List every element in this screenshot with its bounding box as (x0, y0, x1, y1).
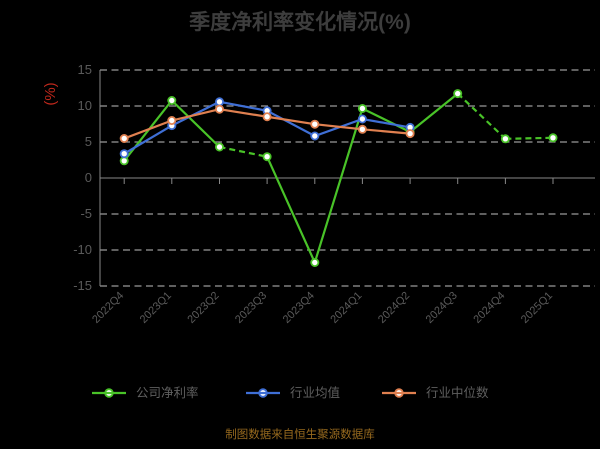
svg-text:公司净利率: 公司净利率 (136, 385, 199, 400)
svg-text:-10: -10 (73, 242, 92, 257)
svg-text:2023Q2: 2023Q2 (185, 290, 221, 326)
svg-text:2024Q1: 2024Q1 (328, 290, 364, 326)
svg-text:2024Q2: 2024Q2 (376, 290, 412, 326)
svg-text:-15: -15 (73, 278, 92, 293)
svg-text:-5: -5 (80, 206, 92, 221)
svg-text:2023Q4: 2023Q4 (281, 290, 317, 326)
svg-text:2024Q3: 2024Q3 (424, 290, 460, 326)
svg-text:制图数据来自恒生聚源数据库: 制图数据来自恒生聚源数据库 (225, 427, 375, 441)
svg-text:行业中位数: 行业中位数 (426, 385, 489, 400)
svg-text:行业均值: 行业均值 (290, 385, 340, 400)
svg-text:0: 0 (85, 170, 92, 185)
svg-text:2024Q4: 2024Q4 (471, 290, 507, 326)
svg-text:5: 5 (85, 134, 92, 149)
svg-text:2025Q1: 2025Q1 (519, 290, 555, 326)
svg-text:15: 15 (78, 62, 92, 77)
svg-text:2023Q1: 2023Q1 (138, 290, 174, 326)
svg-text:10: 10 (78, 98, 92, 113)
svg-text:2022Q4: 2022Q4 (90, 290, 126, 326)
svg-text:2023Q3: 2023Q3 (233, 290, 269, 326)
svg-text:(%): (%) (42, 82, 59, 105)
